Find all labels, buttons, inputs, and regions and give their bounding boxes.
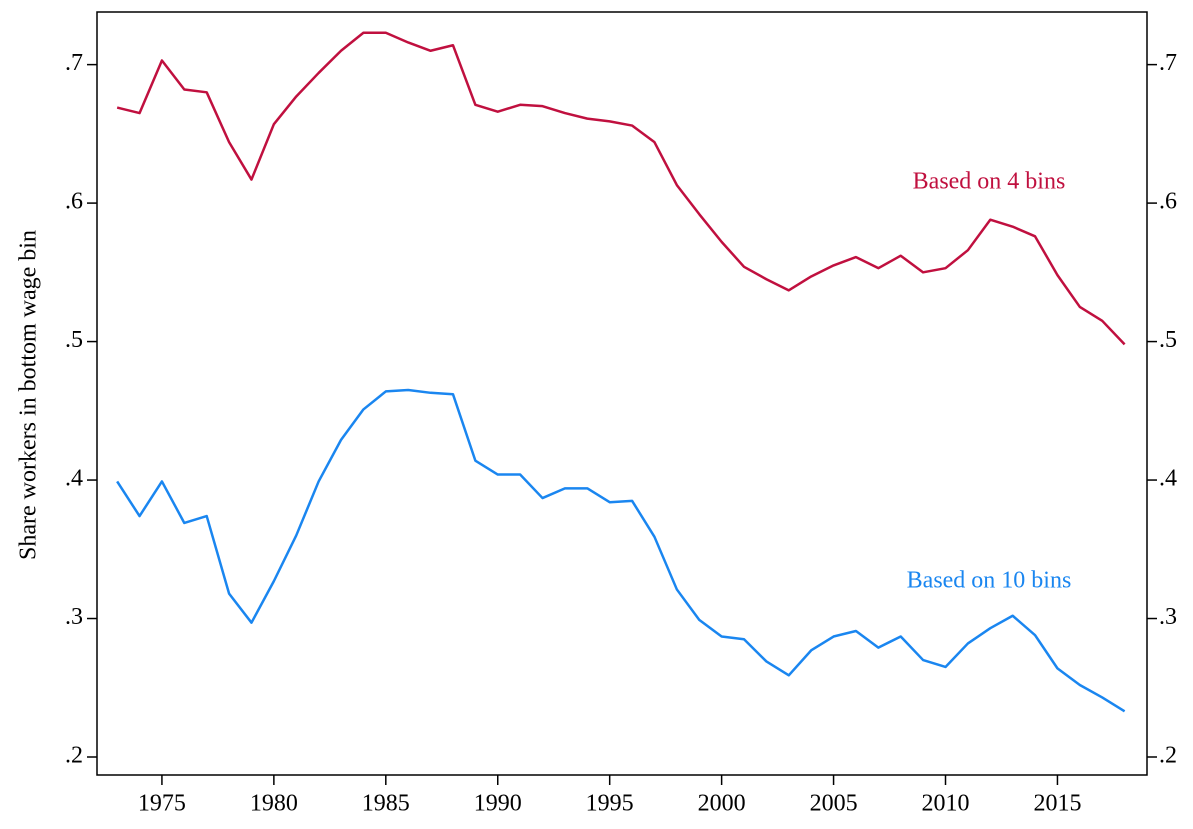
y2-tick-label: .3	[1159, 604, 1177, 630]
y-tick-label: .2	[65, 742, 83, 768]
series-line	[116, 31, 1126, 346]
x-tick-label: 2005	[810, 791, 858, 817]
series-label: Based on 4 bins	[913, 169, 1066, 195]
plot-frame	[96, 11, 1148, 776]
y2-tick-label: .5	[1159, 327, 1177, 353]
y2-tick-label: .7	[1159, 50, 1177, 76]
y2-tick-label: .6	[1159, 189, 1177, 215]
y-axis-label: Share workers in bottom wage bin	[16, 230, 42, 560]
x-tick-label: 1995	[586, 791, 634, 817]
x-tick-label: 2015	[1033, 791, 1081, 817]
x-tick-label: 1990	[474, 791, 522, 817]
y-tick-label: .6	[65, 189, 83, 215]
y-tick-label: .5	[65, 327, 83, 353]
y2-tick-label: .2	[1159, 742, 1177, 768]
y-tick-label: .7	[65, 50, 83, 76]
series-label: Based on 10 bins	[907, 568, 1072, 594]
series-line	[116, 388, 1126, 713]
x-tick-label: 1975	[138, 791, 186, 817]
y-tick-label: .4	[65, 466, 83, 492]
x-tick-label: 1980	[250, 791, 298, 817]
x-tick-label: 1985	[362, 791, 410, 817]
x-tick-label: 2010	[922, 791, 970, 817]
y-tick-label: .3	[65, 604, 83, 630]
x-tick-label: 2000	[698, 791, 746, 817]
y2-tick-label: .4	[1159, 466, 1177, 492]
